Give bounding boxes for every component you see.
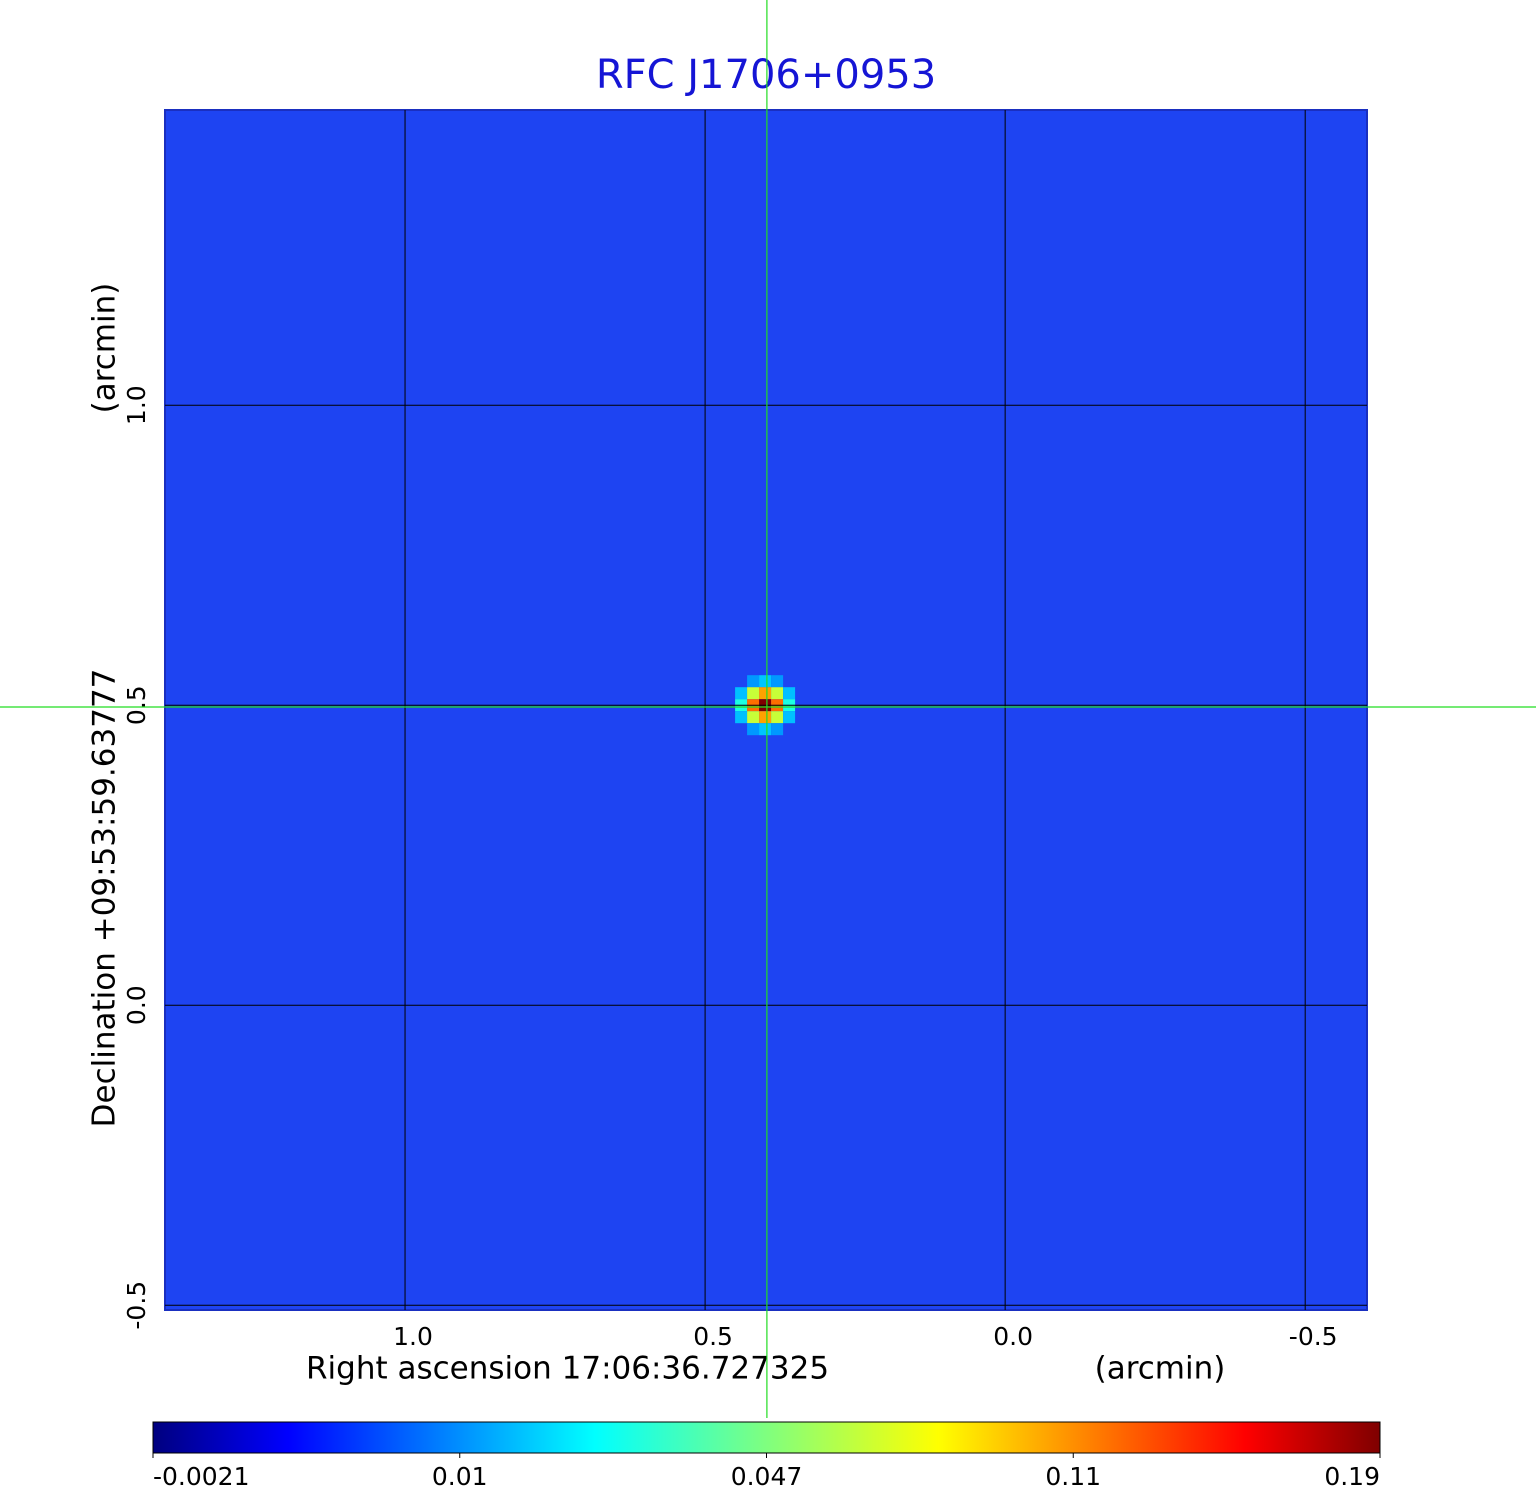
x-tick-label: 0.0 [993,1322,1033,1351]
y-tick-label: 0.5 [122,685,151,725]
source-pixel [747,675,760,688]
x-axis-label: Right ascension 17:06:36.727325 [306,1351,829,1387]
x-tick-label: 0.5 [693,1322,733,1351]
source-pixel [735,687,748,700]
x-tick-label: -0.5 [1289,1322,1338,1351]
source-pixel [759,711,772,724]
source-pixel [759,723,772,736]
colorbar [152,1421,1381,1454]
source-pixel [771,687,784,700]
chart-title: RFC J1706+0953 [596,52,936,98]
y-axis-label: Declination +09:53:59.63777 [87,669,123,1128]
source-pixel [735,711,748,724]
source-pixel [771,711,784,724]
source-pixel [783,687,796,700]
x-tick-label: 1.0 [393,1322,433,1351]
x-axis-unit: (arcmin) [1095,1351,1226,1387]
source-pixel [747,711,760,724]
y-tick-label: 0.0 [122,985,151,1025]
colorbar-tick-label: 0.01 [432,1462,488,1491]
source-pixel [759,687,772,700]
colorbar-tick-label: -0.0021 [153,1462,250,1491]
y-tick-label: -0.5 [122,1281,151,1330]
source-pixel [783,711,796,724]
source-pixel [759,675,772,688]
y-axis-unit: (arcmin) [87,283,123,414]
source-pixel [771,723,784,736]
source-pixel [771,675,784,688]
source-pixel [747,723,760,736]
y-tick-label: 1.0 [122,385,151,425]
colorbar-tick-label: 0.11 [1045,1462,1101,1491]
colorbar-tick-label: 0.19 [1324,1462,1380,1491]
source-pixel [747,687,760,700]
colorbar-tick-label: 0.047 [731,1462,803,1491]
